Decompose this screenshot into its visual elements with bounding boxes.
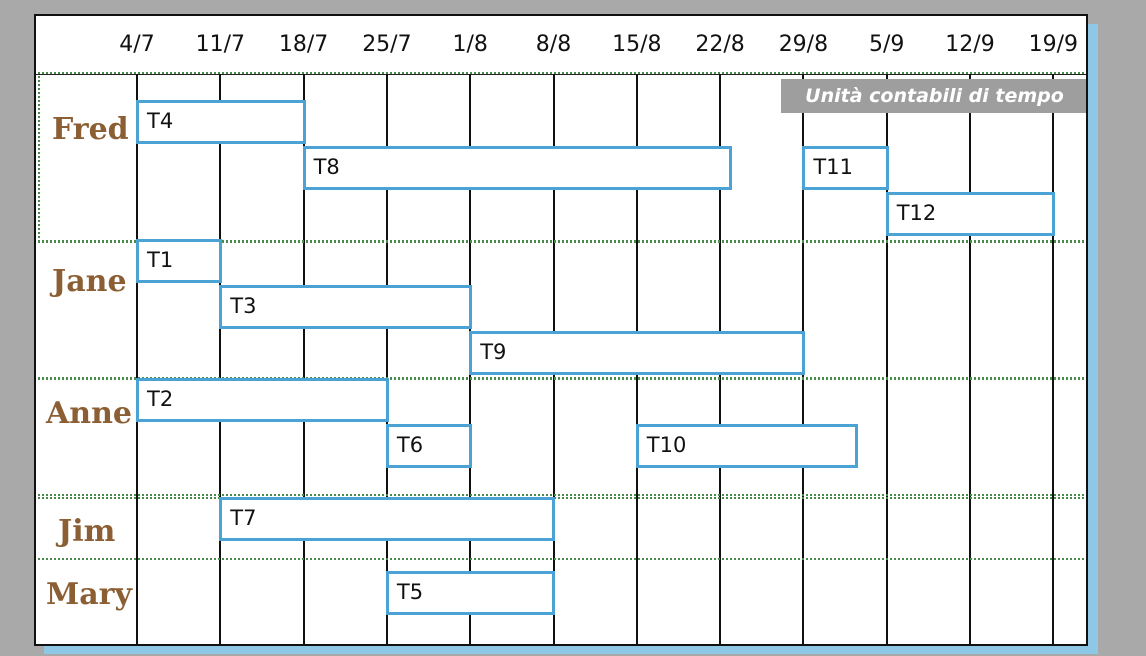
date-label: 25/7 xyxy=(362,32,412,57)
task-bar-t10: T10 xyxy=(635,424,858,468)
date-label: 8/8 xyxy=(535,32,572,57)
date-label: 15/8 xyxy=(612,32,662,57)
task-bar-t7: T7 xyxy=(219,497,556,541)
task-bar-t12: T12 xyxy=(885,192,1056,236)
task-bar-t4: T4 xyxy=(136,100,306,144)
grid-line xyxy=(969,74,971,644)
person-label: Fred xyxy=(52,112,129,147)
date-label: 5/9 xyxy=(868,32,905,57)
task-bar-t6: T6 xyxy=(385,424,473,468)
date-label: 11/7 xyxy=(195,32,245,57)
task-bar-t3: T3 xyxy=(219,285,473,329)
person-label: Jane xyxy=(52,264,127,299)
header-divider xyxy=(36,74,1086,75)
person-label: Jim xyxy=(58,514,116,549)
task-bar-t9: T9 xyxy=(469,331,806,375)
person-label: Anne xyxy=(46,396,132,431)
date-label: 4/7 xyxy=(119,32,155,57)
date-label: 19/9 xyxy=(1028,32,1078,57)
grid-line xyxy=(302,74,305,644)
gantt-chart: 4/7 11/7 18/7 25/7 1/8 8/8 15/8 22/8 29/8 5/9 12/9… xyxy=(34,14,1088,646)
date-label: 18/7 xyxy=(278,32,329,57)
date-label: 1/8 xyxy=(452,32,488,57)
grid-line xyxy=(136,74,138,644)
grid-line xyxy=(385,74,388,644)
date-label: 29/8 xyxy=(778,32,829,57)
grid-line xyxy=(1052,74,1055,644)
person-label: Mary xyxy=(46,577,132,612)
person-group-box xyxy=(36,378,1086,496)
task-bar-t11: T11 xyxy=(802,146,889,190)
date-label: 22/8 xyxy=(695,32,745,57)
task-bar-t5: T5 xyxy=(385,571,556,615)
task-bar-t1: T1 xyxy=(136,239,223,283)
date-label: 12/9 xyxy=(945,32,995,57)
person-group-box xyxy=(36,497,1086,560)
caption-badge: Unità contabili di tempo xyxy=(781,79,1086,113)
task-bar-t2: T2 xyxy=(136,378,389,422)
grid-line xyxy=(219,74,222,644)
task-bar-t8: T8 xyxy=(302,146,733,190)
grid-line xyxy=(885,74,888,644)
